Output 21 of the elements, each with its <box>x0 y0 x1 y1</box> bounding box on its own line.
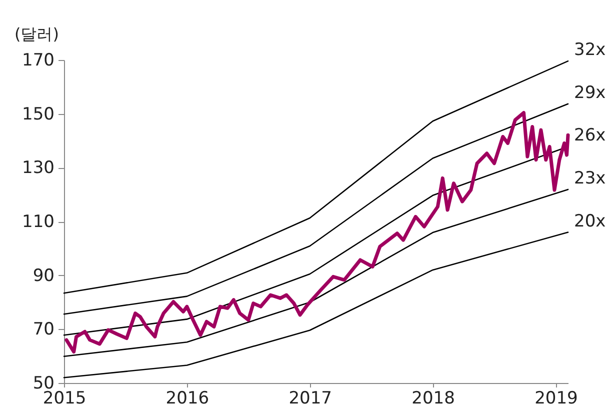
y-tick-label: 110 <box>22 212 54 232</box>
y-tick-label: 130 <box>22 158 54 178</box>
x-tick-label: 2018 <box>412 388 455 408</box>
line-series <box>63 60 569 294</box>
x-tick-label: 2017 <box>288 388 332 408</box>
x-tick-label: 2016 <box>166 388 210 408</box>
line-series <box>63 232 569 378</box>
y-tick-label: 90 <box>32 266 54 286</box>
y-tick-label: 150 <box>22 104 54 124</box>
line-series <box>63 188 569 358</box>
y-axis-title: (달러) <box>14 24 59 44</box>
line-series <box>64 111 570 354</box>
series-label: 32x <box>574 40 606 60</box>
y-tick-label: 70 <box>32 320 54 340</box>
x-tick-label: 2019 <box>534 388 578 408</box>
series-label: 23x <box>574 168 606 188</box>
line-series <box>63 103 569 315</box>
series-label: 26x <box>574 126 606 146</box>
series-label: 29x <box>574 82 606 103</box>
series-label: 20x <box>574 211 606 232</box>
y-tick-label: 170 <box>22 50 54 70</box>
